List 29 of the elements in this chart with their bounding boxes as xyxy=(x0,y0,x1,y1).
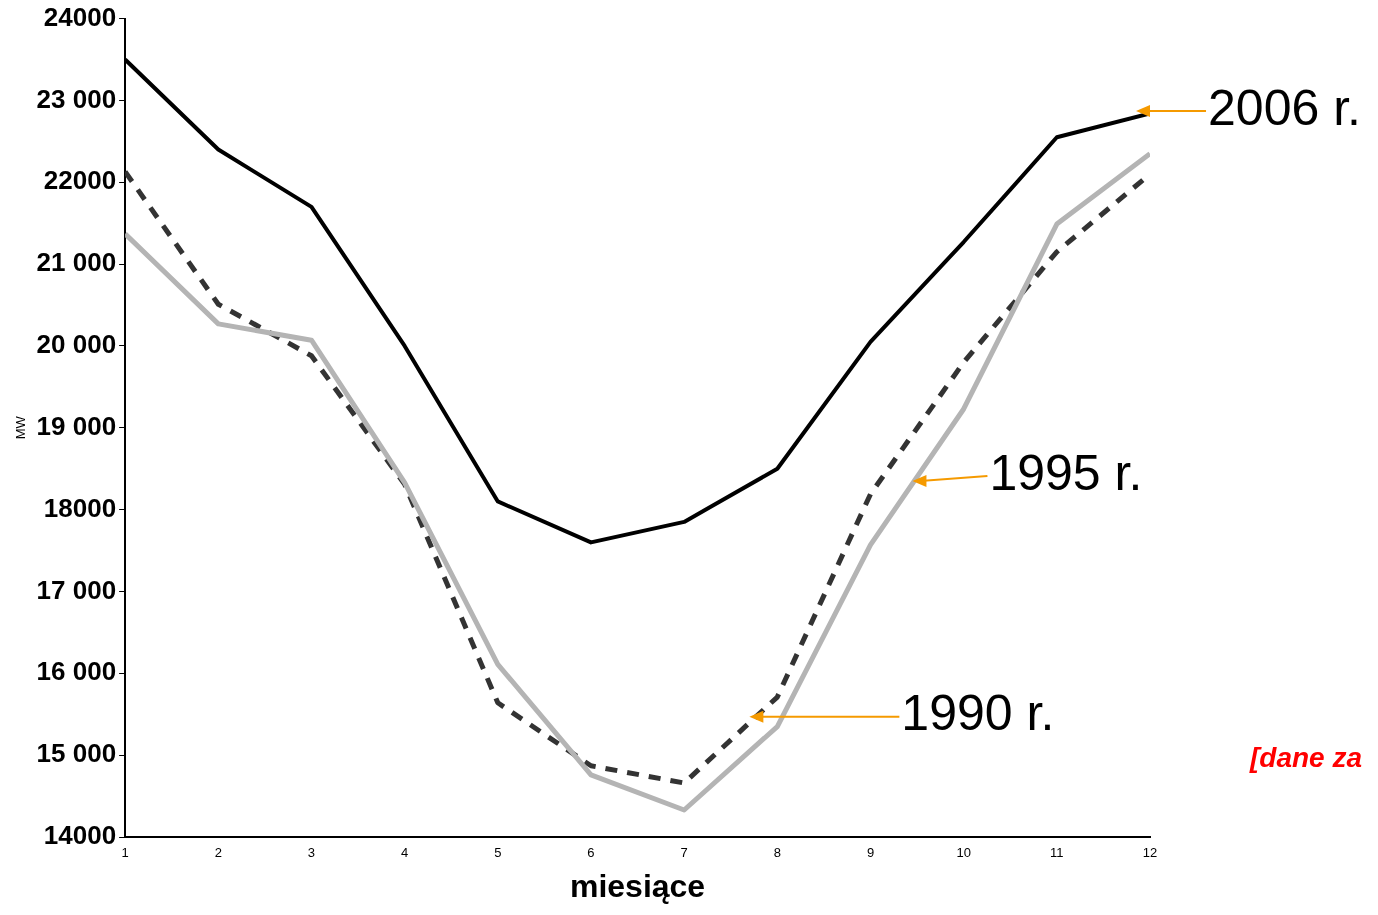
x-tick-label: 2 xyxy=(214,845,222,861)
y-tick-label: 18000 xyxy=(43,492,117,523)
y-tick-label: 21 000 xyxy=(36,247,117,278)
x-tick-label: 7 xyxy=(680,845,688,861)
y-tick-label: 19 000 xyxy=(36,410,117,441)
x-tick-label: 5 xyxy=(494,845,502,861)
y-tick-label: 23 000 xyxy=(36,83,117,114)
x-tick-label: 8 xyxy=(773,845,781,861)
y-tick-label: 20 000 xyxy=(36,329,117,360)
x-tick-label: 12 xyxy=(1142,845,1158,861)
x-tick-label: 6 xyxy=(587,845,595,861)
text: [dane za xyxy=(1249,741,1363,773)
y-tick-label: 22000 xyxy=(43,165,117,196)
x-tick-label: 9 xyxy=(866,845,875,861)
annotation: 1990 r. xyxy=(901,685,1055,742)
x-axis-title: miesiące xyxy=(569,867,706,904)
x-tick-label: 4 xyxy=(401,845,409,861)
y-tick-label: 24000 xyxy=(43,1,117,32)
y-tick-label: 17 000 xyxy=(36,574,117,605)
y-tick-label: 16 000 xyxy=(36,656,117,687)
y-tick-label: 14000 xyxy=(43,820,117,851)
x-tick-label: 3 xyxy=(307,845,316,861)
x-tick-label: 10 xyxy=(956,845,971,861)
y-tick-label: 15 000 xyxy=(36,738,117,769)
y-axis-title: MW xyxy=(13,415,29,440)
annotation: 2006 r. xyxy=(1208,79,1361,136)
annotation: 1995 r. xyxy=(989,444,1143,501)
x-tick-label: 11 xyxy=(1050,845,1064,861)
x-tick-label: 1 xyxy=(121,845,129,861)
